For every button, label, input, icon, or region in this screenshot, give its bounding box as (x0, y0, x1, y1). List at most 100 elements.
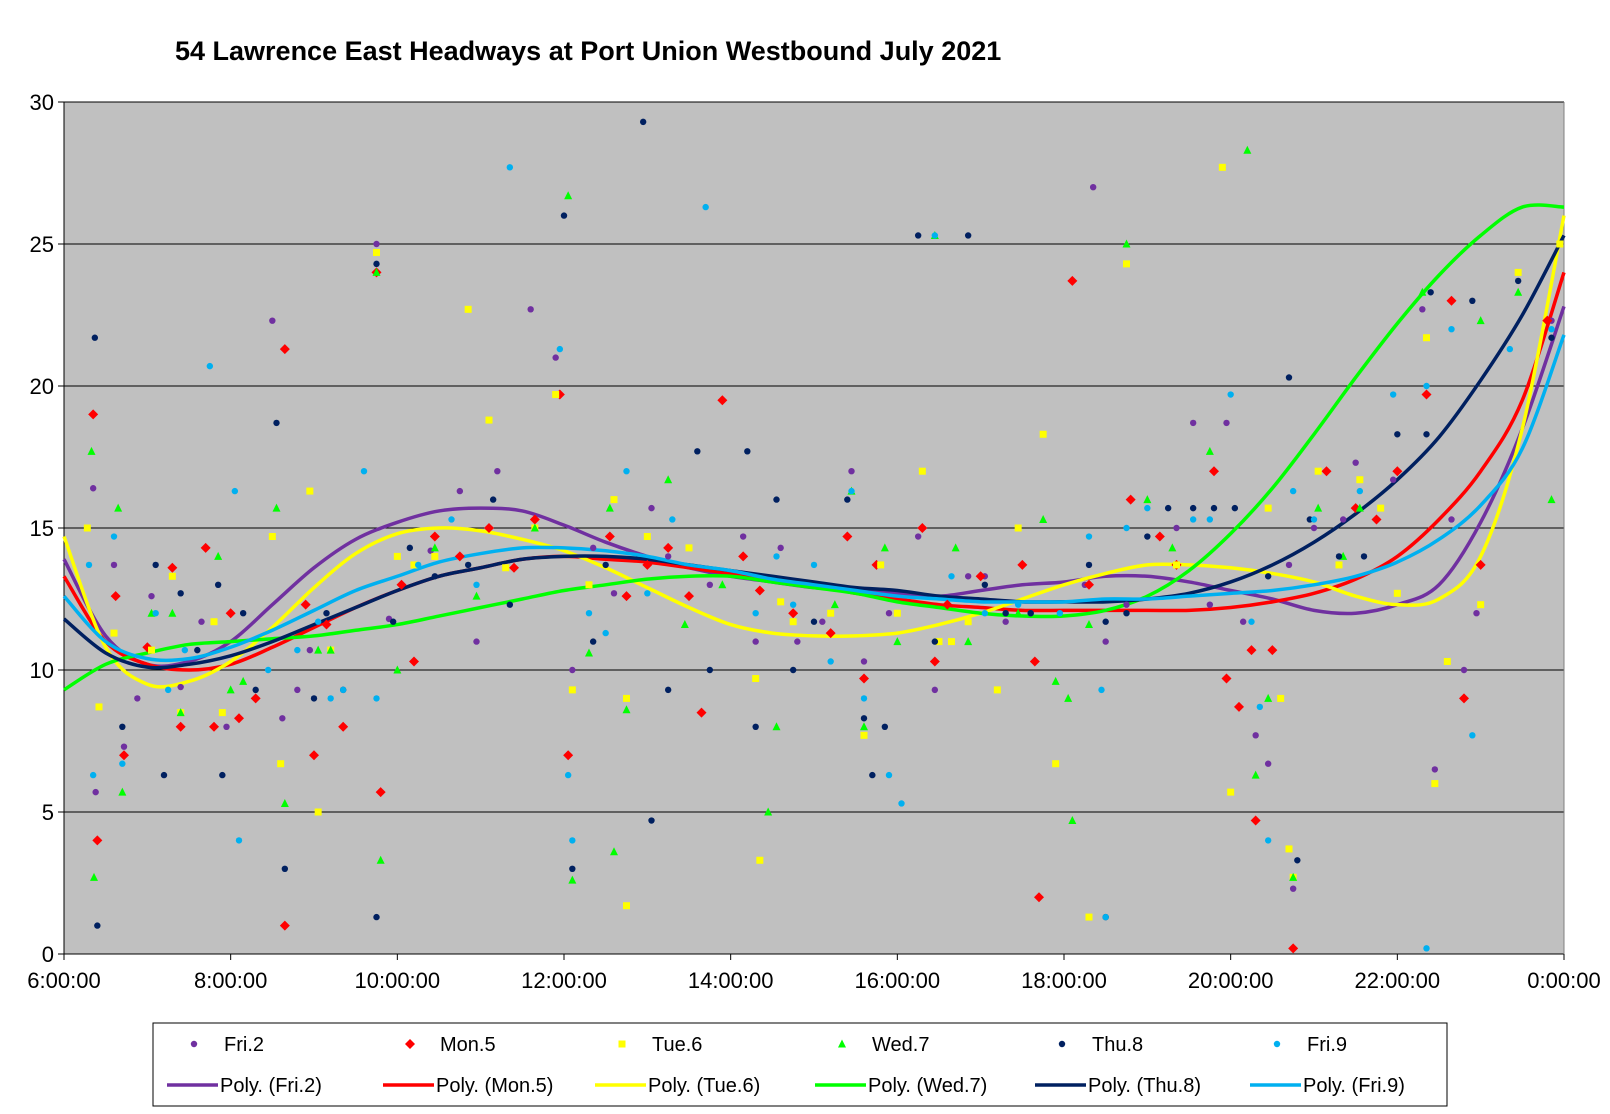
data-point (772, 722, 781, 731)
legend-entry-label: Poly. (Wed.7) (868, 1075, 987, 1097)
data-point (1277, 694, 1285, 702)
data-point (1084, 579, 1094, 590)
data-point (1355, 503, 1364, 512)
data-point (373, 240, 380, 248)
data-point (993, 686, 1001, 694)
data-point (1123, 260, 1130, 268)
data-point (917, 523, 928, 533)
data-point (91, 334, 99, 341)
data-point (1068, 816, 1077, 825)
data-point (860, 731, 868, 739)
data-point (409, 656, 419, 667)
data-point (827, 609, 835, 617)
data-point (1389, 476, 1397, 483)
data-point (951, 543, 960, 552)
legend-entry-label: Thu.8 (1092, 1034, 1143, 1056)
data-point (830, 600, 839, 609)
data-point (89, 771, 97, 779)
data-point (1231, 504, 1239, 512)
data-point (1423, 382, 1430, 390)
data-point (119, 750, 129, 761)
data-point (663, 542, 674, 553)
data-point (1335, 553, 1343, 560)
data-point (1144, 533, 1151, 540)
data-point (321, 619, 332, 630)
data-point (406, 544, 414, 552)
x-tick-label: 18:00:00 (1021, 968, 1107, 993)
data-point (1246, 645, 1257, 656)
data-point (756, 856, 764, 864)
trendline (62, 334, 1566, 663)
data-point (88, 409, 99, 420)
data-point (234, 713, 244, 724)
data-point (752, 675, 760, 683)
data-point (309, 750, 319, 761)
data-point (1288, 943, 1299, 954)
data-point (1289, 487, 1297, 495)
x-tick-label: 20:00:00 (1188, 968, 1274, 993)
data-point (717, 395, 728, 406)
data-point (1389, 391, 1397, 398)
data-point (860, 695, 868, 702)
data-point (610, 590, 618, 597)
data-point (120, 743, 128, 750)
data-point (1547, 495, 1556, 504)
legend-entry-label: Poly. (Fri.2) (220, 1075, 322, 1097)
data-point (842, 531, 853, 542)
data-point (556, 345, 564, 353)
data-point (294, 646, 301, 654)
data-point (1014, 524, 1022, 532)
data-point (602, 561, 609, 569)
data-point (639, 118, 647, 126)
data-point (744, 448, 751, 455)
data-point (623, 468, 630, 475)
data-point (110, 591, 121, 602)
x-tick-label: 8:00:00 (194, 968, 267, 993)
data-point (694, 448, 701, 455)
data-point (326, 645, 335, 654)
data-point (1548, 334, 1555, 341)
data-point (1017, 559, 1028, 570)
data-point (456, 487, 464, 495)
data-point (589, 544, 597, 552)
data-point (1052, 760, 1060, 768)
data-point (152, 561, 159, 569)
data-point (1206, 601, 1214, 608)
data-point (931, 686, 939, 694)
data-point (1123, 601, 1130, 608)
data-point (1352, 459, 1359, 466)
trendline (62, 234, 1566, 670)
data-point (623, 694, 630, 702)
data-point (119, 723, 126, 730)
data-point (235, 837, 243, 844)
data-point (1164, 504, 1172, 512)
data-point (827, 658, 834, 665)
data-point (1294, 857, 1301, 864)
data-point (794, 638, 801, 645)
data-point (454, 551, 465, 562)
x-tick-label: 0:00:00 (1527, 968, 1600, 993)
data-point (648, 817, 655, 824)
data-point (323, 610, 330, 617)
data-point (1243, 145, 1252, 154)
data-point (964, 618, 972, 626)
data-point (506, 601, 514, 608)
data-point (914, 232, 922, 239)
data-point (177, 683, 184, 691)
data-point (405, 1039, 415, 1049)
data-point (214, 551, 223, 560)
data-point (1051, 676, 1060, 685)
data-point (1189, 504, 1197, 512)
data-point (300, 599, 311, 610)
data-point (269, 317, 276, 324)
data-point (585, 581, 593, 589)
data-point (680, 620, 689, 629)
data-point (92, 788, 99, 796)
data-point (1123, 524, 1130, 532)
data-point (880, 543, 889, 552)
data-point (1393, 589, 1401, 597)
data-point (1085, 620, 1093, 629)
data-point (410, 561, 418, 569)
data-point (860, 722, 868, 731)
data-point (1443, 657, 1451, 665)
